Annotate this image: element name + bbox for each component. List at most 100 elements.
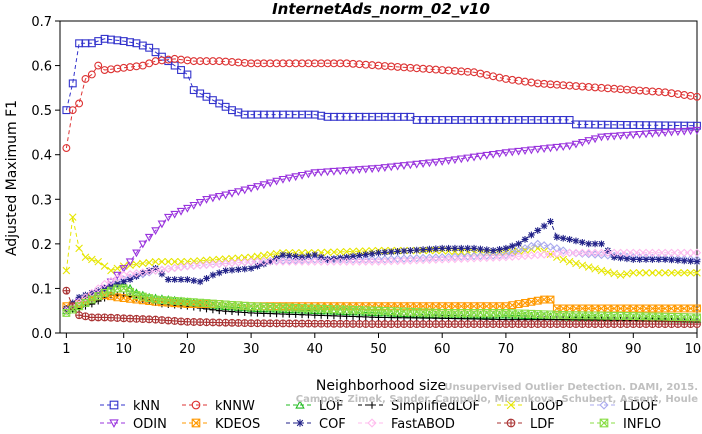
data-point bbox=[527, 231, 535, 239]
data-point bbox=[330, 248, 338, 256]
data-point bbox=[355, 255, 364, 264]
data-point bbox=[355, 320, 364, 328]
data-point bbox=[234, 258, 243, 267]
data-point bbox=[622, 320, 631, 328]
data-point bbox=[362, 251, 370, 258]
data-point bbox=[298, 319, 307, 328]
legend-marker bbox=[109, 400, 119, 410]
data-point bbox=[590, 248, 600, 257]
data-point bbox=[642, 269, 650, 277]
data-point bbox=[164, 276, 172, 283]
data-point bbox=[412, 320, 421, 328]
data-point bbox=[324, 312, 331, 320]
legend-item-knn: kNN bbox=[100, 399, 160, 414]
data-point bbox=[125, 258, 135, 267]
data-point bbox=[546, 144, 555, 153]
legend-label: SimplifiedLOF bbox=[391, 399, 480, 414]
data-point bbox=[425, 255, 434, 265]
data-point bbox=[316, 168, 326, 177]
data-point bbox=[367, 257, 377, 266]
series-line bbox=[66, 129, 698, 312]
data-point bbox=[514, 252, 523, 261]
data-point bbox=[584, 320, 593, 328]
data-point bbox=[393, 254, 402, 263]
data-point bbox=[616, 304, 625, 313]
data-point bbox=[496, 246, 503, 253]
data-point bbox=[686, 269, 695, 277]
data-point bbox=[469, 251, 479, 261]
data-point bbox=[527, 320, 536, 328]
data-point bbox=[604, 247, 612, 254]
data-point bbox=[215, 255, 224, 264]
data-point bbox=[488, 150, 498, 159]
data-point bbox=[483, 246, 491, 254]
data-point bbox=[463, 154, 473, 163]
data-point bbox=[552, 143, 562, 152]
data-point bbox=[240, 257, 249, 267]
data-point bbox=[196, 257, 204, 265]
data-point bbox=[501, 250, 511, 260]
data-point bbox=[680, 257, 688, 265]
data-point bbox=[552, 249, 562, 258]
data-point bbox=[240, 186, 250, 195]
data-point bbox=[119, 284, 128, 293]
data-point bbox=[572, 259, 580, 268]
data-point bbox=[375, 314, 382, 321]
data-point bbox=[508, 301, 517, 310]
data-point bbox=[559, 249, 568, 258]
legend-label: LOF bbox=[319, 399, 344, 414]
legend-item-kdeos: KDEOS bbox=[182, 417, 260, 432]
data-point bbox=[329, 257, 339, 266]
data-point bbox=[297, 257, 307, 266]
data-point bbox=[234, 254, 243, 262]
data-point bbox=[655, 256, 663, 263]
data-point bbox=[380, 164, 390, 172]
data-point bbox=[260, 260, 268, 268]
data-point bbox=[387, 320, 396, 328]
x-tick-label: 10 bbox=[115, 342, 132, 357]
data-point bbox=[323, 319, 332, 328]
y-tick-label: 0.6 bbox=[31, 60, 52, 75]
data-point bbox=[253, 319, 262, 328]
data-point bbox=[660, 248, 670, 257]
data-point bbox=[348, 257, 358, 266]
data-point bbox=[693, 258, 701, 266]
data-point bbox=[457, 252, 466, 261]
data-point bbox=[170, 263, 179, 273]
data-point bbox=[565, 115, 574, 124]
data-point bbox=[507, 148, 517, 157]
data-point bbox=[610, 320, 619, 328]
data-point bbox=[75, 244, 83, 253]
data-point bbox=[693, 304, 701, 313]
data-point bbox=[305, 252, 312, 260]
x-tick-label: 70 bbox=[498, 342, 515, 357]
data-point bbox=[336, 319, 345, 328]
data-point bbox=[265, 179, 275, 188]
data-point bbox=[164, 257, 173, 266]
legend-item-fastabod: FastABOD bbox=[358, 417, 455, 432]
data-point bbox=[259, 319, 268, 328]
data-point bbox=[622, 248, 632, 257]
legend-marker bbox=[368, 401, 376, 409]
data-point bbox=[215, 269, 223, 277]
data-point bbox=[361, 320, 370, 328]
data-point bbox=[170, 317, 179, 325]
data-point bbox=[310, 319, 319, 328]
data-point bbox=[145, 43, 154, 52]
data-point bbox=[241, 265, 249, 273]
data-point bbox=[284, 174, 294, 183]
data-point bbox=[406, 161, 415, 170]
data-point bbox=[622, 131, 632, 140]
data-point bbox=[304, 319, 313, 328]
data-point bbox=[495, 253, 504, 262]
data-point bbox=[450, 252, 460, 261]
legend-label: INFLO bbox=[623, 417, 661, 432]
legend-label: LDOF bbox=[623, 399, 658, 414]
data-point bbox=[348, 166, 358, 175]
data-point bbox=[81, 253, 90, 262]
x-tick-label: 20 bbox=[179, 342, 196, 357]
x-tick-label: 60 bbox=[434, 342, 451, 357]
data-point bbox=[138, 240, 148, 249]
data-point bbox=[686, 304, 695, 313]
data-point bbox=[482, 253, 491, 263]
